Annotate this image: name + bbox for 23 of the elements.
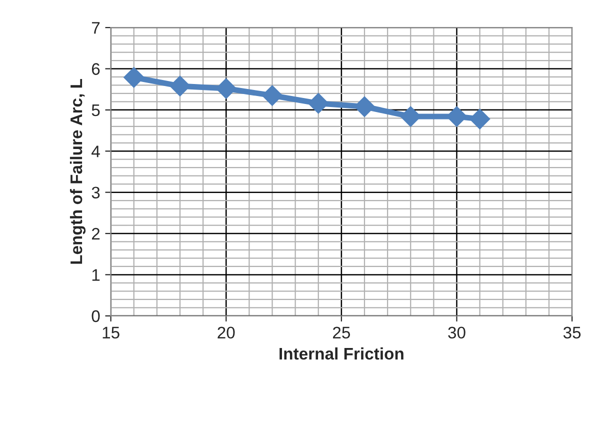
point xyxy=(124,67,144,88)
point xyxy=(308,93,329,114)
y-tick-label: 4 xyxy=(92,146,100,158)
point xyxy=(354,96,375,117)
x-tick-label: 20 xyxy=(218,326,235,339)
x-axis-title: Internal Friction xyxy=(280,347,404,360)
y-tick-label: 0 xyxy=(92,310,100,322)
x-tick-label: 25 xyxy=(333,326,350,339)
point xyxy=(469,108,490,130)
point xyxy=(216,78,236,99)
x-tick-label: 30 xyxy=(448,326,466,339)
point xyxy=(400,106,421,127)
y-tick-label: 3 xyxy=(92,186,100,199)
point xyxy=(170,76,190,96)
x-tick-label: 35 xyxy=(563,326,581,339)
y-tick-label: 1 xyxy=(92,269,100,281)
y-tick-label: 5 xyxy=(92,104,100,116)
y-tick-label: 7 xyxy=(92,22,100,34)
y-tick-label: 6 xyxy=(92,63,100,75)
y-tick-label: 2 xyxy=(92,228,100,240)
y-axis-title: Length of Failure Arc, L xyxy=(70,79,86,264)
point xyxy=(262,85,283,106)
x-tick-label: 15 xyxy=(102,326,120,339)
